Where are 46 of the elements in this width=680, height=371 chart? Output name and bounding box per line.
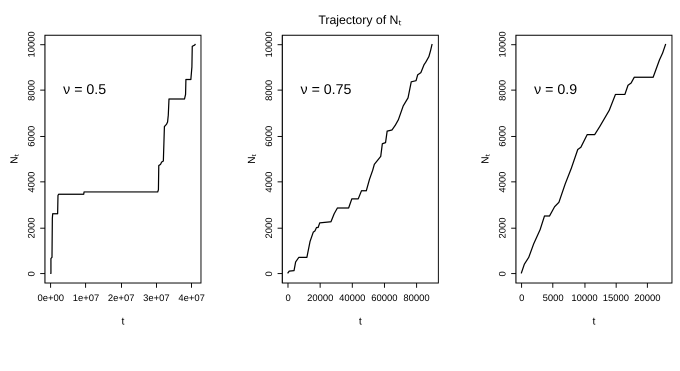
y-tick-label: 10000 — [498, 31, 509, 58]
y-tick-label: 8000 — [498, 80, 509, 101]
y-tick-label: 4000 — [26, 172, 38, 193]
line-series — [520, 43, 666, 274]
x-tick-label: 0e+00 — [37, 293, 64, 304]
y-tick-label: 10000 — [264, 31, 275, 58]
y-tick-label: 0 — [264, 271, 275, 276]
y-tick-label: 0 — [26, 271, 38, 276]
annotation: ν = 0.9 — [534, 82, 578, 98]
line-series — [287, 43, 433, 274]
x-tick-label: 0 — [285, 293, 291, 304]
annotation: ν = 0.5 — [63, 82, 106, 98]
x-axis-title: t — [358, 316, 362, 328]
x-tick-label: 2e+07 — [108, 293, 134, 304]
y-tick-label: 4000 — [264, 172, 275, 193]
y-tick-label: 2000 — [498, 217, 509, 238]
x-tick-label: 20000 — [634, 293, 660, 304]
x-tick-label: 40000 — [339, 293, 366, 304]
x-axis-title: t — [122, 316, 125, 328]
y-tick-label: 6000 — [264, 126, 275, 147]
y-tick-label: 6000 — [26, 126, 38, 147]
y-tick-label: 2000 — [26, 217, 38, 238]
line-series — [50, 43, 196, 274]
y-tick-label: 0 — [498, 271, 509, 276]
x-tick-label: 20000 — [307, 293, 334, 304]
chart-title: Trajectory of Nₜ — [318, 13, 402, 28]
x-tick-label: 4e+07 — [178, 293, 205, 304]
y-tick-label: 4000 — [498, 172, 509, 193]
x-tick-label: 5000 — [542, 293, 564, 304]
x-tick-label: 10000 — [571, 293, 598, 304]
x-axis-title: t — [592, 316, 596, 328]
y-tick-label: 6000 — [498, 126, 509, 147]
y-tick-label: 2000 — [264, 217, 275, 238]
y-tick-label: 10000 — [26, 31, 38, 58]
annotation: ν = 0.75 — [300, 82, 352, 98]
x-tick-label: 1e+07 — [72, 293, 100, 304]
y-axis-title: Nₜ — [246, 153, 258, 164]
y-tick-label: 8000 — [264, 80, 275, 101]
x-tick-label: 3e+07 — [143, 293, 170, 304]
y-tick-label: 8000 — [26, 80, 38, 101]
y-axis-title: Nₜ — [9, 153, 20, 164]
x-tick-label: 80000 — [403, 293, 430, 304]
y-axis-title: Nₜ — [480, 153, 492, 164]
x-tick-label: 0 — [519, 293, 524, 304]
x-tick-label: 60000 — [371, 293, 398, 304]
x-tick-label: 15000 — [602, 293, 630, 304]
